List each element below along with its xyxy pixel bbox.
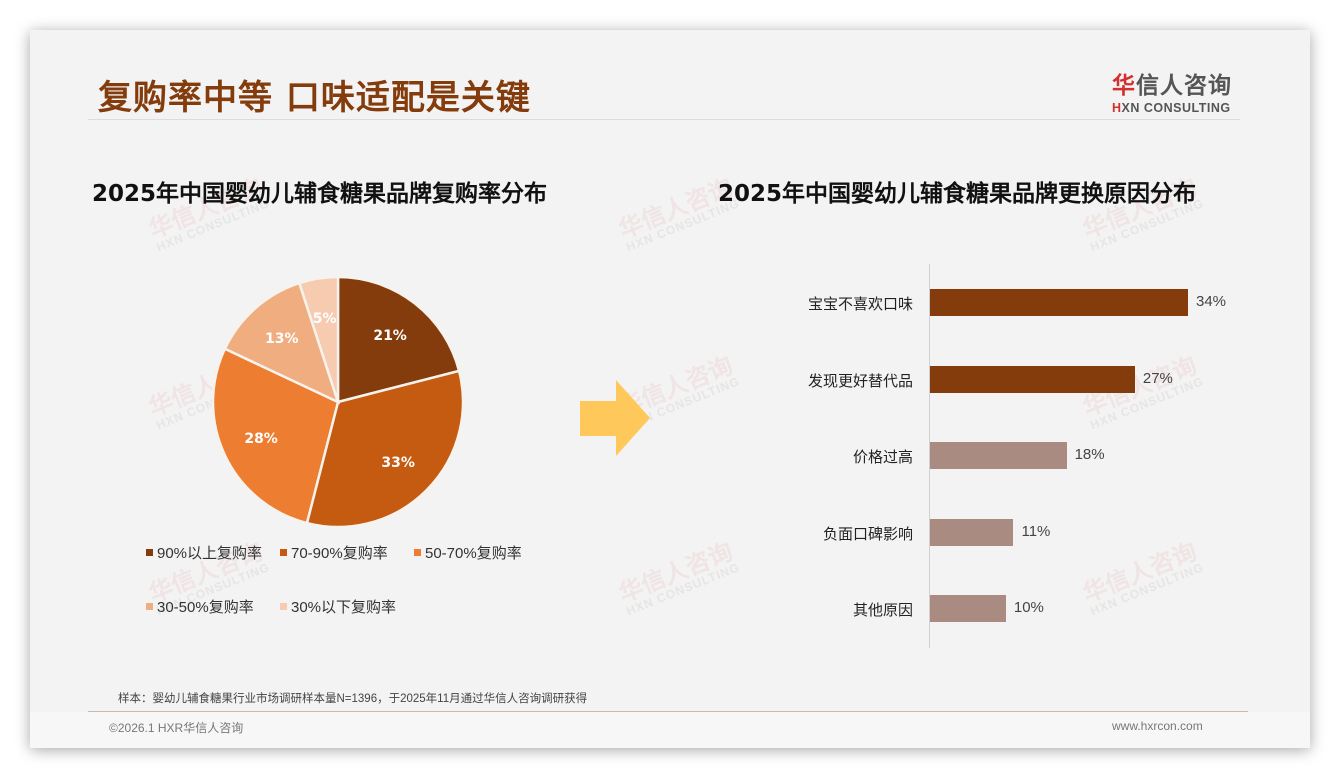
bar-row: 发现更好替代品 27% (730, 366, 1290, 394)
pie-slice (336, 275, 461, 404)
pie-chart-title: 2025年中国婴幼儿辅食糖果品牌复购率分布 (92, 181, 548, 207)
bar (930, 595, 1006, 622)
pie-chart: 21% 33% 28% 13% 5% (210, 274, 466, 530)
logo-cn-first: 华 (1112, 73, 1136, 99)
pie-slice-label: 5% (313, 311, 337, 327)
bar-value: 11% (1021, 523, 1051, 540)
footer-divider (88, 711, 1248, 712)
pie-slice (305, 369, 465, 529)
bar (930, 519, 1014, 546)
legend-item: 70-90%复购率 (280, 542, 388, 563)
bar (930, 289, 1188, 316)
bar-value: 34% (1196, 293, 1227, 310)
footer-bar (30, 712, 1310, 748)
logo-en-rest: XN CONSULTING (1121, 101, 1231, 115)
legend-label: 30%以下复购率 (291, 599, 397, 616)
bar-value: 18% (1074, 446, 1105, 463)
pie-slice (211, 347, 340, 525)
legend-swatch (414, 549, 421, 556)
legend-item: 30%以下复购率 (280, 596, 396, 617)
page-title: 复购率中等 口味适配是关键 (98, 78, 531, 118)
bar-row: 其他原因 10% (730, 595, 1290, 623)
bar-label: 宝宝不喜欢口味 (807, 296, 913, 313)
bar-row: 负面口碑影响 11% (730, 519, 1290, 547)
bar-label: 价格过高 (852, 449, 913, 466)
legend-label: 30-50%复购率 (157, 599, 254, 616)
bar-label: 其他原因 (852, 602, 913, 619)
pie-slice-label: 13% (265, 331, 299, 347)
bar-label: 发现更好替代品 (807, 373, 913, 390)
bar-value: 10% (1013, 599, 1044, 616)
legend-item: 30-50%复购率 (146, 596, 254, 617)
pie-slice (297, 275, 340, 403)
legend-label: 50-70%复购率 (425, 545, 522, 562)
pie-slice-label: 28% (244, 431, 278, 447)
legend-swatch (146, 603, 153, 610)
pie-slice-label: 33% (381, 455, 415, 471)
legend-swatch (280, 603, 287, 610)
logo: 华信人咨询 HXN CONSULTING (1112, 66, 1242, 115)
bar-chart-axis (929, 264, 930, 648)
website-link[interactable]: www.hxrcon.com (1112, 719, 1203, 733)
pie-slice-label: 21% (373, 328, 407, 344)
legend-label: 90%以上复购率 (157, 545, 263, 562)
header-divider (88, 119, 1240, 120)
legend-item: 90%以上复购率 (146, 542, 262, 563)
slide: 华信人咨询 HXN CONSULTING 华信人咨询 HXN CONSULTING … (30, 30, 1310, 748)
bar-chart-title: 2025年中国婴幼儿辅食糖果品牌更换原因分布 (718, 181, 1197, 207)
bar-label: 负面口碑影响 (822, 526, 913, 543)
bar-value: 27% (1142, 370, 1173, 387)
bar-row: 宝宝不喜欢口味 34% (730, 289, 1290, 317)
legend-label: 70-90%复购率 (291, 545, 388, 562)
logo-en-h: H (1112, 101, 1122, 115)
legend-swatch (280, 549, 287, 556)
legend-item: 50-70%复购率 (414, 542, 522, 563)
pie-slice (223, 281, 341, 405)
logo-cn-rest: 信人咨询 (1136, 73, 1232, 99)
arrow-right-icon (580, 380, 652, 461)
bar (930, 442, 1067, 469)
legend-swatch (146, 549, 153, 556)
bar-row: 价格过高 18% (730, 442, 1290, 470)
bar (930, 366, 1135, 393)
sample-note: 样本：婴幼儿辅食糖果行业市场调研样本量N=1396，于2025年11月通过华信人… (118, 693, 588, 705)
copyright: ©2026.1 HXR华信人咨询 (109, 721, 244, 735)
